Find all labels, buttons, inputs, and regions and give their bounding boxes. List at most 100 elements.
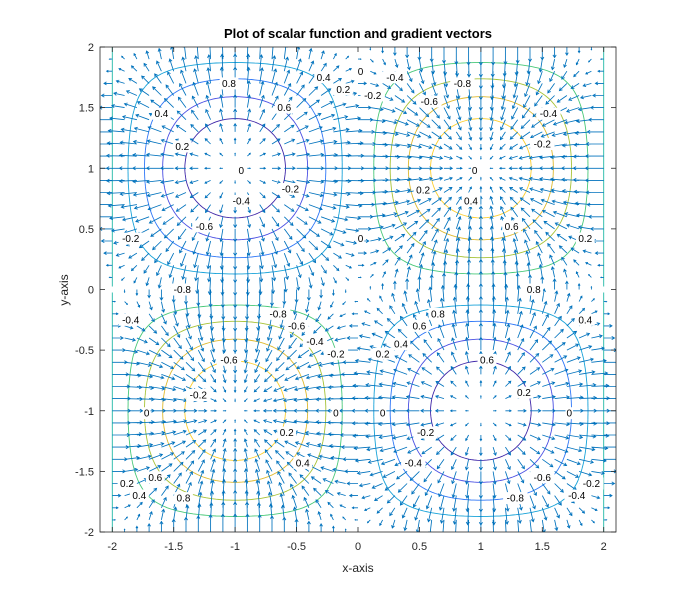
contour-label: -0.4 — [386, 73, 404, 84]
contour-label: 0 — [567, 409, 573, 420]
contour-label-bg — [277, 426, 297, 439]
contour-label-bg — [461, 195, 481, 207]
contour-label: 0.8 — [527, 285, 541, 296]
contour-label: 0.2 — [175, 142, 189, 153]
x-axis-label: x-axis — [342, 561, 373, 575]
contour-label: 0.6 — [277, 103, 291, 114]
contour-label-bg — [278, 182, 303, 195]
contour-label: 0 — [380, 409, 386, 420]
x-tick-label: 0.5 — [412, 541, 427, 553]
contour-label: 0.2 — [517, 388, 531, 399]
contour-label-bg — [186, 389, 211, 401]
contour-label: 0.8 — [177, 494, 191, 505]
contour-label: -0.4 — [306, 337, 324, 348]
y-tick-label: 1.5 — [79, 103, 94, 115]
contour-label-bg — [391, 338, 411, 351]
contour-label: 0.2 — [336, 85, 350, 96]
contour-label-bg — [470, 164, 479, 177]
x-tick-label: 0 — [355, 541, 361, 553]
contour-labels: 0.80.60.40.20-0.2-0.4-0.6-0.8-0.40.40.2-… — [117, 65, 604, 505]
contour-label-bg — [530, 138, 555, 150]
contour-label-bg — [382, 71, 408, 84]
contour-label: -0.2 — [190, 391, 208, 402]
contour-label: -0.6 — [534, 473, 552, 484]
contour-line--0.6 — [162, 96, 554, 483]
contour-label: 0.4 — [394, 340, 408, 351]
x-tick-label: -1.5 — [164, 541, 183, 553]
contour-label: 0.4 — [132, 491, 146, 502]
contour-label-bg — [192, 220, 217, 233]
contour-label: -0.4 — [540, 109, 558, 120]
contour-label-bg — [333, 83, 353, 96]
contour-label-bg — [410, 319, 429, 332]
y-tick-label: 1 — [88, 163, 94, 175]
contour-label: 0.4 — [317, 73, 331, 84]
contour-label-bg — [152, 107, 171, 120]
contour-label: -0.4 — [405, 458, 423, 469]
x-tick-label: -1 — [230, 541, 240, 553]
contour-label-bg — [401, 456, 426, 469]
contour-label: 0 — [358, 234, 364, 245]
contour-label-bg — [174, 492, 193, 505]
contour-label-bg — [360, 89, 385, 102]
contour-label: 0 — [239, 166, 245, 177]
contour-label-bg — [536, 107, 561, 120]
x-tick-label: -0.5 — [287, 541, 306, 553]
contour-label: -0.2 — [282, 184, 300, 195]
contour-label: 0.4 — [578, 315, 592, 326]
contour-label: -0.8 — [454, 79, 472, 90]
contour-label-bg — [413, 426, 438, 439]
contour-label-bg — [219, 77, 239, 90]
contour-label-bg — [524, 283, 544, 296]
contour-label-bg — [413, 184, 433, 197]
contour-label-bg — [323, 347, 349, 360]
x-tick-label: 1.5 — [535, 541, 550, 553]
contour-label: 0.8 — [222, 79, 236, 90]
contour-label-bg — [145, 471, 165, 484]
contour-label-bg — [118, 313, 143, 326]
contour-label: -0.6 — [421, 97, 439, 108]
contour-label-bg — [129, 489, 149, 502]
contour-label: -0.4 — [233, 197, 251, 208]
gradient-vectors — [100, 47, 616, 532]
contour-label-bg — [332, 407, 340, 420]
contour-label: -0.2 — [583, 479, 601, 490]
y-tick-label: -1 — [84, 406, 94, 418]
contour-label-bg — [170, 283, 195, 296]
contour-label: -0.6 — [288, 321, 306, 332]
y-tick-label: -0.5 — [75, 345, 94, 357]
contour-label-bg — [237, 164, 246, 177]
x-axis-ticks: -2 -1.5 -1 -0.5 0 0.5 1 1.5 2 — [107, 47, 607, 553]
contour-line-0.4 — [144, 78, 572, 501]
contour-label-bg — [118, 232, 143, 245]
contour-label: -0.8 — [174, 285, 192, 296]
contour-label-bg — [450, 77, 475, 90]
y-tick-label: 2 — [88, 42, 94, 54]
contour-label: -0.6 — [220, 355, 238, 366]
contour-label-bg — [356, 65, 365, 78]
contour-label-bg — [293, 456, 313, 469]
contour-label-bg — [378, 407, 387, 420]
contour-label: -0.4 — [568, 491, 586, 502]
contour-label-bg — [117, 477, 137, 490]
contour-label: 0.4 — [464, 197, 478, 208]
y-tick-label: -1.5 — [75, 466, 94, 478]
contour-label: -0.4 — [122, 315, 140, 326]
contour-label-bg — [142, 407, 151, 420]
contour-label-bg — [565, 407, 574, 420]
contour-label-bg — [274, 101, 294, 114]
x-tick-label: 1 — [478, 541, 484, 553]
contour-label-bg — [514, 386, 534, 399]
contour-label: 0.8 — [431, 309, 445, 320]
contour-label: -0.2 — [122, 234, 140, 245]
contour-label: 0 — [144, 409, 150, 420]
contour-label: 0.2 — [416, 186, 430, 197]
contour-label: -0.2 — [364, 91, 382, 102]
contour-line-0.6 — [162, 96, 554, 483]
contour-label-bg — [314, 71, 333, 84]
contour-label: -0.2 — [534, 140, 552, 151]
contour-label: 0.2 — [280, 428, 294, 439]
contour-label: 0.4 — [154, 109, 168, 120]
contour-label-bg — [284, 319, 309, 332]
